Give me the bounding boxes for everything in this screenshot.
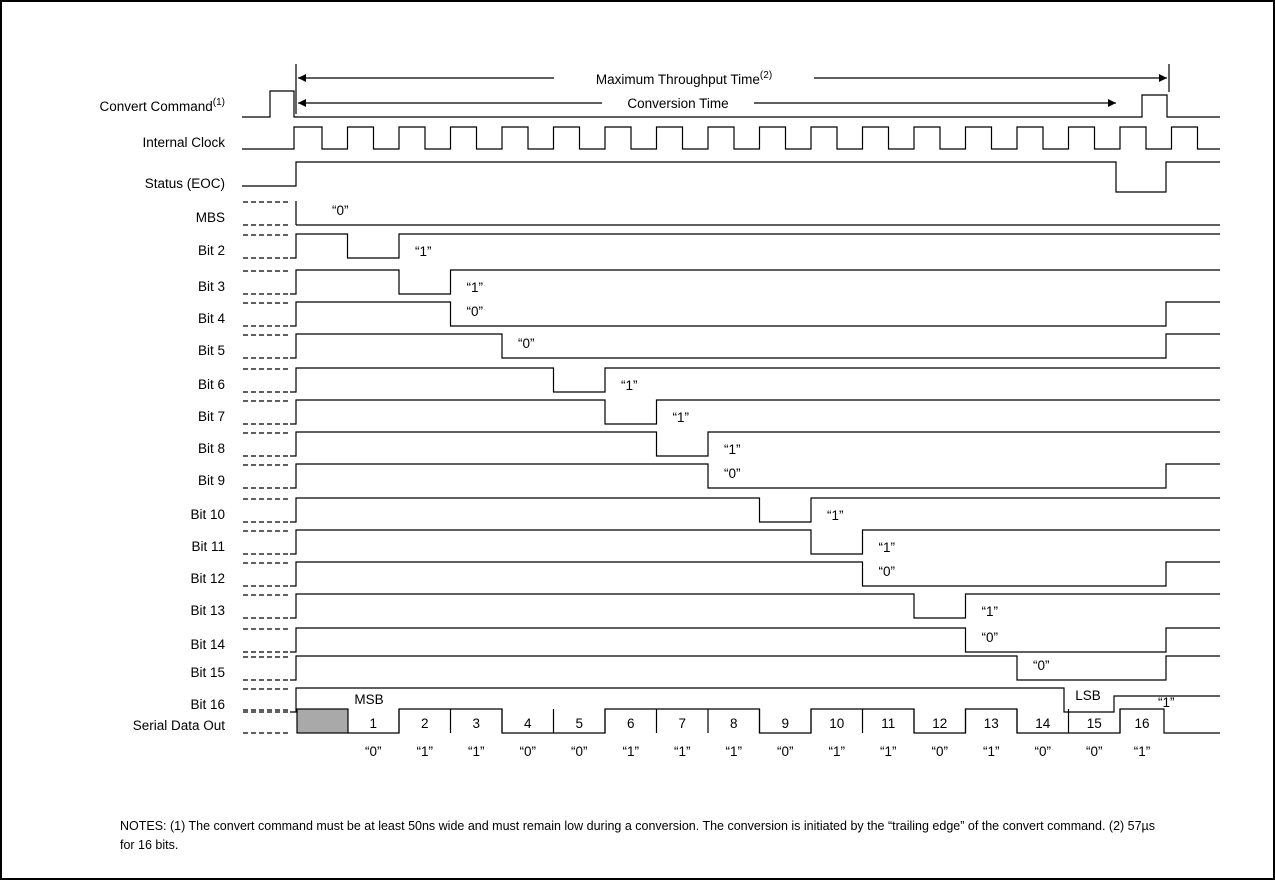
bit-wave-11 [290,529,1220,555]
bit-label-16: Bit 16 [190,697,225,712]
bit-wave-2 [290,233,1220,259]
status-eoc-wave [242,161,1220,193]
msb-label: MSB [354,692,383,707]
bit-value-3: “1” [467,280,484,295]
bit-value-11: “1” [879,540,896,555]
bit-value-16: “1” [1158,695,1175,710]
status-eoc-label: Status (EOC) [145,176,225,191]
bit-wave-13 [290,593,1220,619]
bit-wave-3 [290,269,1220,295]
bit-label-6: Bit 6 [198,377,225,392]
bit-label-9: Bit 9 [198,473,225,488]
notes-text: NOTES: (1) The convert command must be a… [120,819,1156,852]
convert-command-note: (1) [213,97,225,108]
bit-value-9: “0” [724,466,741,481]
bit-value-4: “0” [467,304,484,319]
internal-clock-wave [242,126,1220,150]
serial-slot-number-12: 12 [932,716,947,731]
bit-wave-15 [290,655,1220,681]
throughput-note: (2) [760,70,772,81]
bit-wave-16 [290,687,1220,713]
conversion-label: Conversion Time [627,96,728,111]
bit-value-8: “1” [724,442,741,457]
serial-slot-number-11: 11 [881,716,895,731]
bit-wave-7 [290,399,1220,425]
serial-slot-number-4: 4 [524,716,532,731]
lsb-label: LSB [1075,688,1101,703]
bit-value-6: “1” [621,378,638,393]
bit-label-11: Bit 11 [191,539,225,554]
serial-data-out-label: Serial Data Out [133,718,226,733]
bit-label-13: Bit 13 [190,603,225,618]
serial-slot-number-1: 1 [369,716,377,731]
bit-label-2: Bit 2 [198,243,225,258]
bit-label-7: Bit 7 [198,409,225,424]
serial-slot-value-16: “1” [1134,744,1151,759]
bit-value-10: “1” [827,508,844,523]
serial-slot-number-16: 16 [1134,716,1149,731]
bit-label-12: Bit 12 [190,571,225,586]
serial-slot-number-10: 10 [829,716,844,731]
bit-label-14: Bit 14 [190,637,225,652]
convert-command-wave [242,90,1220,118]
bit-value-1: “0” [332,203,349,218]
serial-slot-number-14: 14 [1035,716,1051,731]
bit-wave-6 [290,367,1220,393]
bit-wave-12 [290,561,1220,587]
serial-slot-number-9: 9 [781,716,789,731]
bit-label-15: Bit 15 [190,665,225,680]
bit-label-1: MBS [196,210,225,225]
serial-slot-number-6: 6 [627,716,635,731]
throughput-label: Maximum Throughput Time(2) [596,70,772,87]
bit-wave-10 [290,497,1220,523]
serial-slot-value-3: “1” [468,744,485,759]
serial-slot-number-5: 5 [575,716,583,731]
serial-slot-value-14: “0” [1035,744,1052,759]
serial-undefined-block [296,708,349,734]
internal-clock-label: Internal Clock [142,135,225,150]
bit-value-5: “0” [518,336,535,351]
serial-slot-number-13: 13 [984,716,999,731]
bit-wave-9 [290,463,1220,489]
bit-value-12: “0” [879,564,896,579]
serial-slot-value-1: “0” [365,744,382,759]
serial-slot-value-8: “1” [726,744,743,759]
serial-slot-number-15: 15 [1087,716,1102,731]
serial-slot-value-13: “1” [983,744,1000,759]
serial-slot-number-3: 3 [472,716,480,731]
bit-wave-14 [290,627,1220,653]
bit-label-10: Bit 10 [190,507,225,522]
serial-slot-value-4: “0” [520,744,537,759]
bit-value-14: “0” [982,630,999,645]
bit-value-15: “0” [1033,658,1050,673]
bit-label-3: Bit 3 [198,279,225,294]
serial-slot-number-2: 2 [421,716,429,731]
serial-slot-value-11: “1” [880,744,897,759]
serial-slot-value-10: “1” [829,744,846,759]
serial-slot-value-7: “1” [674,744,691,759]
serial-slot-number-7: 7 [678,716,686,731]
convert-command-label: Convert Command(1) [99,97,225,114]
bit-wave-5 [290,333,1220,359]
serial-slot-value-15: “0” [1086,744,1103,759]
serial-slot-value-5: “0” [571,744,588,759]
serial-slot-value-12: “0” [932,744,949,759]
bit-label-4: Bit 4 [198,311,226,326]
serial-slot-value-6: “1” [623,744,640,759]
bit-wave-4 [290,301,1220,327]
serial-slot-number-8: 8 [730,716,738,731]
bit-value-7: “1” [673,410,690,425]
serial-slot-value-2: “1” [417,744,434,759]
bit-label-5: Bit 5 [198,343,225,358]
bit-value-13: “1” [982,604,999,619]
bit-wave-8 [290,431,1220,457]
serial-slot-value-9: “0” [777,744,794,759]
bit-label-8: Bit 8 [198,441,225,456]
bit-value-2: “1” [415,244,432,259]
